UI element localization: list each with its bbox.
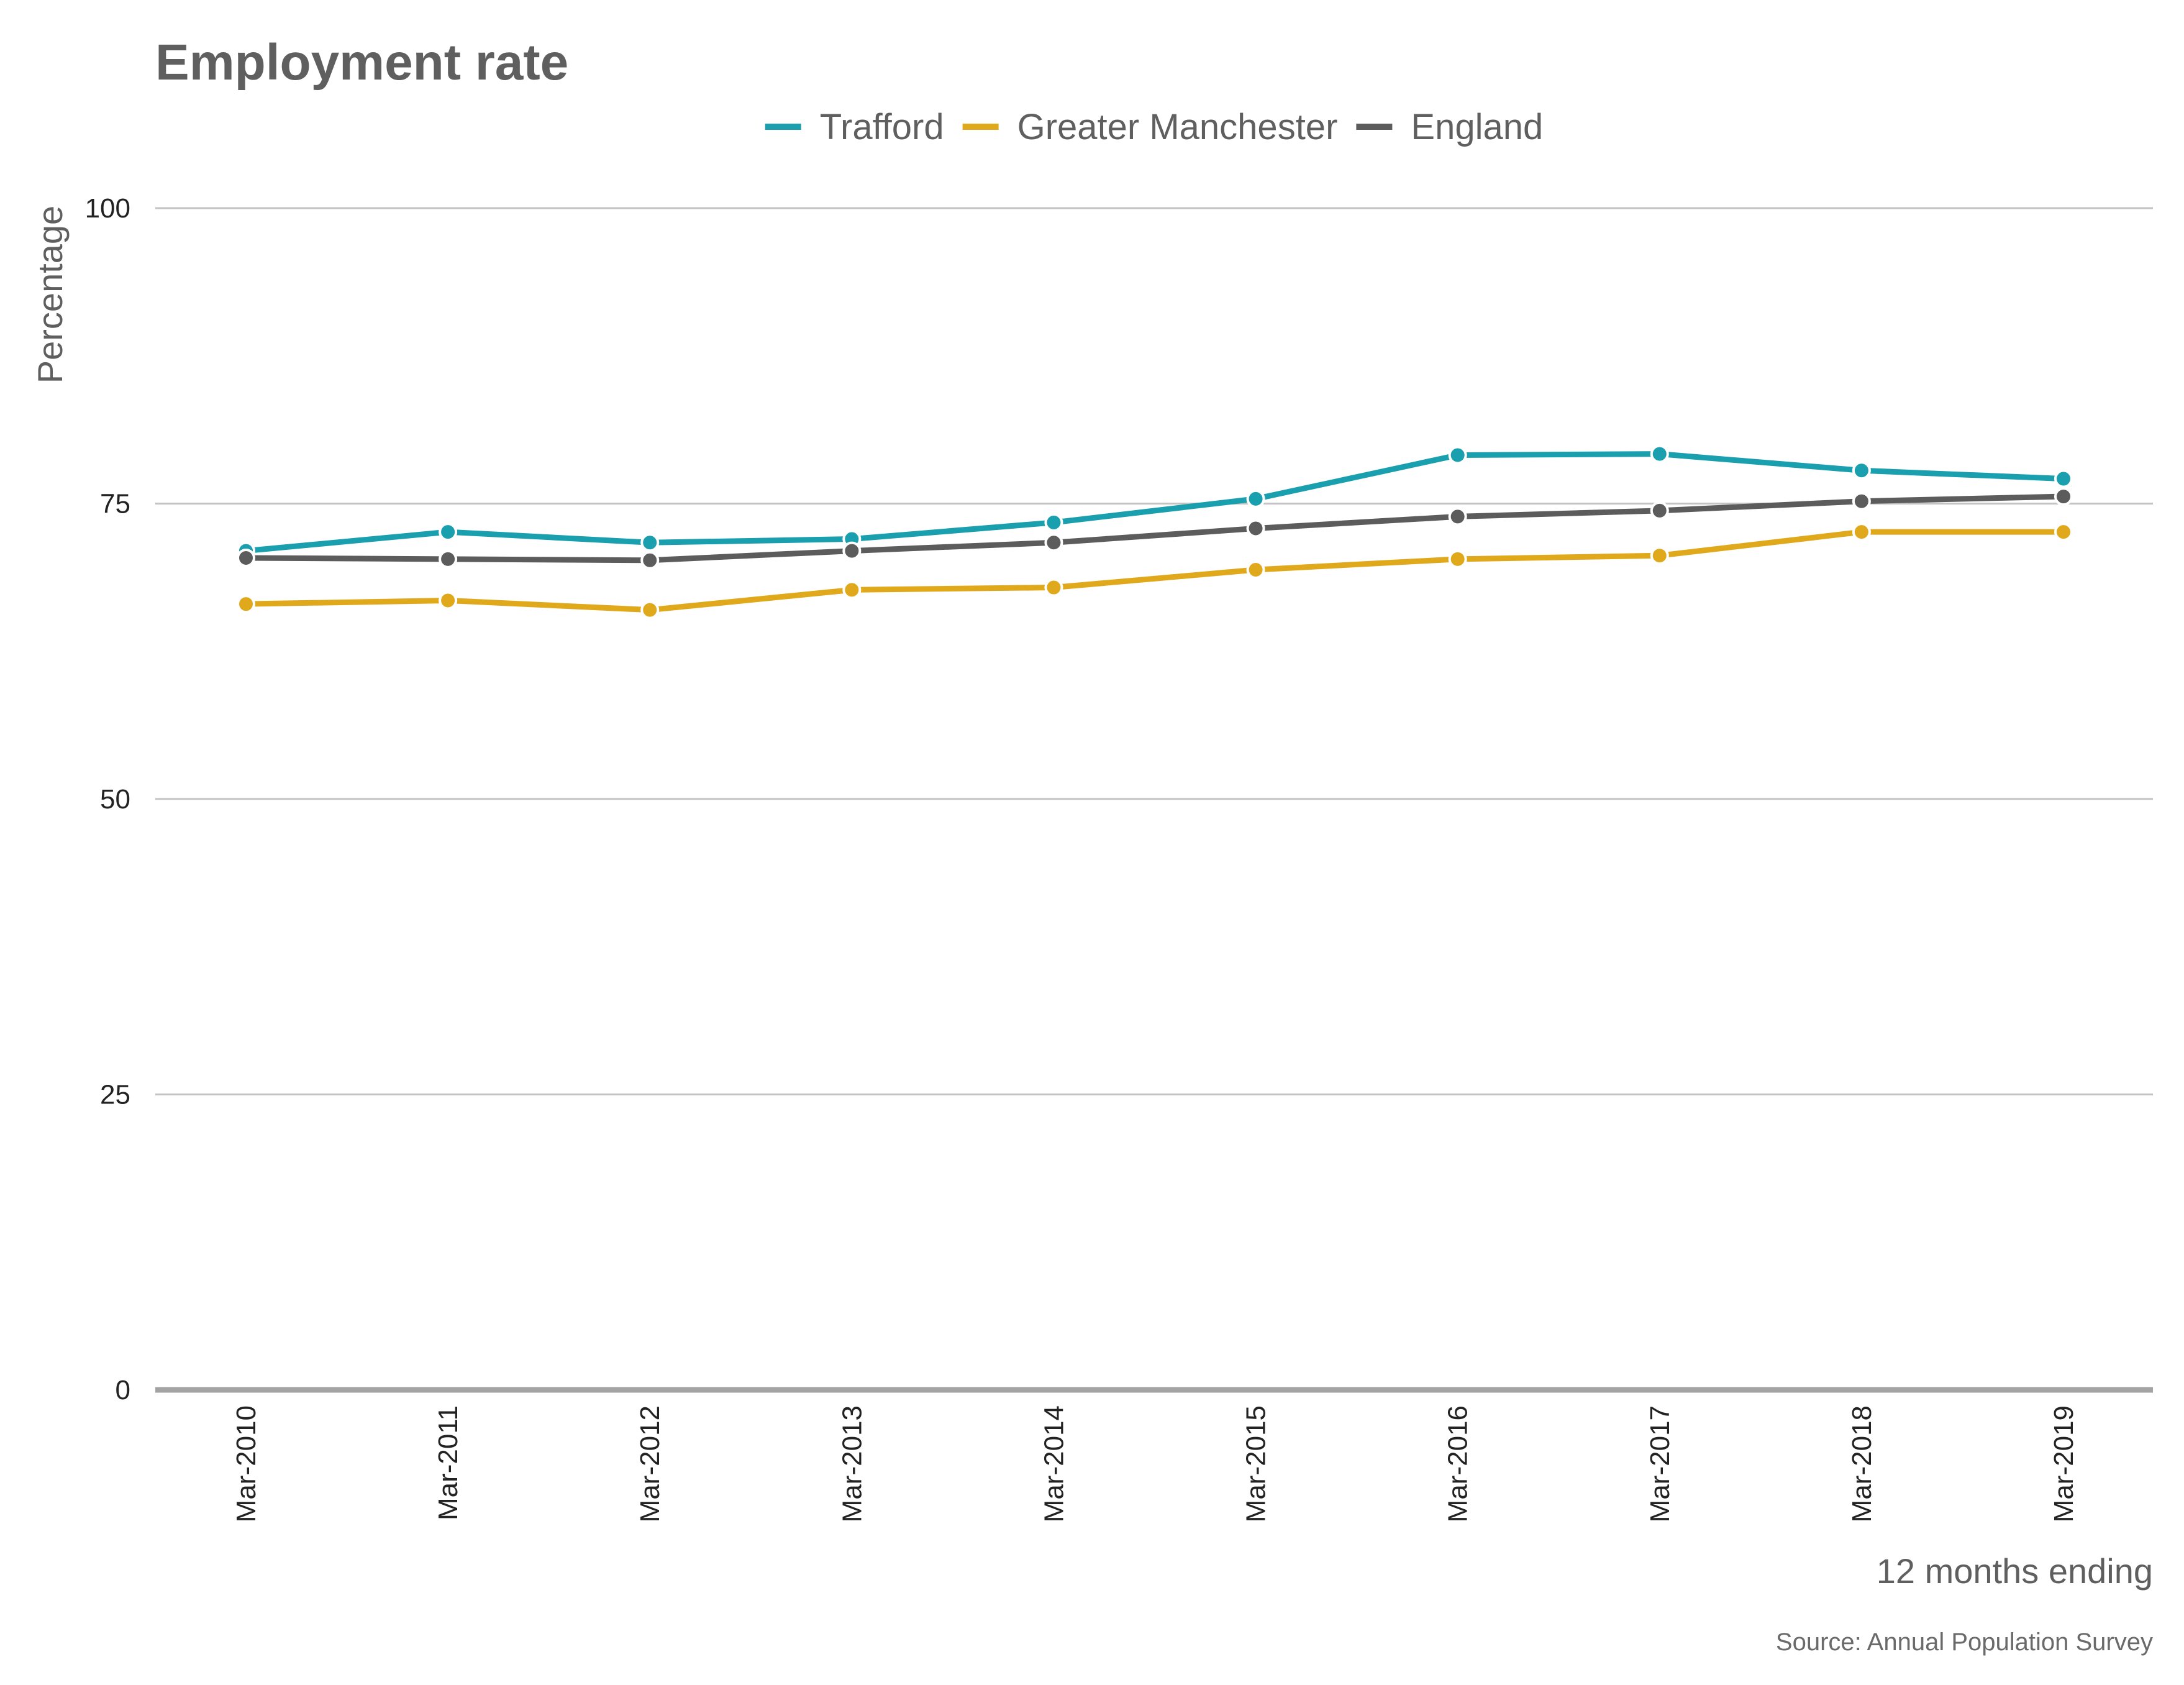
x-tick-label: Mar-2019 xyxy=(2049,1405,2079,1522)
source-caption: Source: Annual Population Survey xyxy=(1776,1628,2153,1656)
x-tick-label: Mar-2015 xyxy=(1241,1405,1272,1522)
chart-title: Employment rate xyxy=(155,34,568,91)
x-tick-label: Mar-2011 xyxy=(433,1405,463,1520)
data-point-greater-manchester xyxy=(1852,523,1871,542)
data-point-england xyxy=(1650,501,1669,520)
data-point-england xyxy=(1448,507,1467,526)
x-tick-label: Mar-2013 xyxy=(837,1405,867,1522)
legend-label: England xyxy=(1411,107,1543,147)
data-point-trafford xyxy=(1448,445,1467,465)
x-tick-label: Mar-2014 xyxy=(1039,1405,1069,1522)
data-point-greater-manchester xyxy=(842,580,862,600)
y-tick-label: 25 xyxy=(100,1080,130,1110)
y-axis-ticks: 0 25 50 75 100 xyxy=(85,193,130,1405)
data-point-trafford xyxy=(2054,469,2073,488)
y-axis-title: Percentage xyxy=(30,206,70,383)
legend: Trafford Greater Manchester England xyxy=(765,107,1543,147)
data-point-trafford xyxy=(1852,461,1871,480)
data-point-england xyxy=(2054,487,2073,506)
gridlines xyxy=(155,207,2153,1393)
data-point-trafford xyxy=(640,533,660,552)
data-point-england xyxy=(237,548,255,567)
data-point-greater-manchester xyxy=(1650,546,1669,565)
legend-item-england: England xyxy=(1356,107,1543,147)
y-tick-label: 0 xyxy=(116,1375,130,1405)
legend-label: Greater Manchester xyxy=(1017,107,1338,147)
y-tick-label: 100 xyxy=(85,193,130,224)
data-point-england xyxy=(842,541,862,560)
data-point-trafford xyxy=(1650,444,1669,463)
data-point-greater-manchester xyxy=(439,591,458,610)
data-point-greater-manchester xyxy=(237,595,255,614)
data-point-trafford xyxy=(1246,489,1265,508)
data-point-trafford xyxy=(1044,513,1063,532)
data-point-england xyxy=(1044,533,1063,552)
x-axis-title: 12 months ending xyxy=(1877,1551,2153,1591)
data-point-trafford xyxy=(439,523,458,542)
data-point-england xyxy=(439,549,458,569)
data-point-greater-manchester xyxy=(1246,560,1265,580)
legend-label: Trafford xyxy=(820,107,944,147)
series-line-england xyxy=(243,493,2067,564)
series-lines xyxy=(243,451,2067,613)
data-point-greater-manchester xyxy=(1448,549,1467,569)
x-tick-label: Mar-2010 xyxy=(231,1405,262,1522)
data-point-england xyxy=(1852,491,1871,511)
data-point-england xyxy=(1246,519,1265,538)
x-tick-label: Mar-2018 xyxy=(1847,1405,1877,1522)
y-tick-label: 50 xyxy=(100,784,130,815)
x-tick-label: Mar-2012 xyxy=(635,1405,665,1522)
legend-item-greater-manchester: Greater Manchester xyxy=(962,107,1338,147)
series-line-greater-manchester xyxy=(243,529,2067,613)
legend-item-trafford: Trafford xyxy=(765,107,944,147)
data-point-greater-manchester xyxy=(640,600,660,619)
x-tick-label: Mar-2016 xyxy=(1443,1405,1473,1522)
data-point-greater-manchester xyxy=(2054,523,2073,542)
series-line-trafford xyxy=(243,451,2067,554)
data-point-england xyxy=(640,550,660,570)
y-tick-label: 75 xyxy=(100,489,130,519)
series-points xyxy=(237,444,2073,619)
data-point-greater-manchester xyxy=(1044,578,1063,597)
x-axis-ticks: Mar-2010 Mar-2011 Mar-2012 Mar-2013 Mar-2014… xyxy=(231,1405,2079,1522)
x-tick-label: Mar-2017 xyxy=(1645,1405,1675,1522)
